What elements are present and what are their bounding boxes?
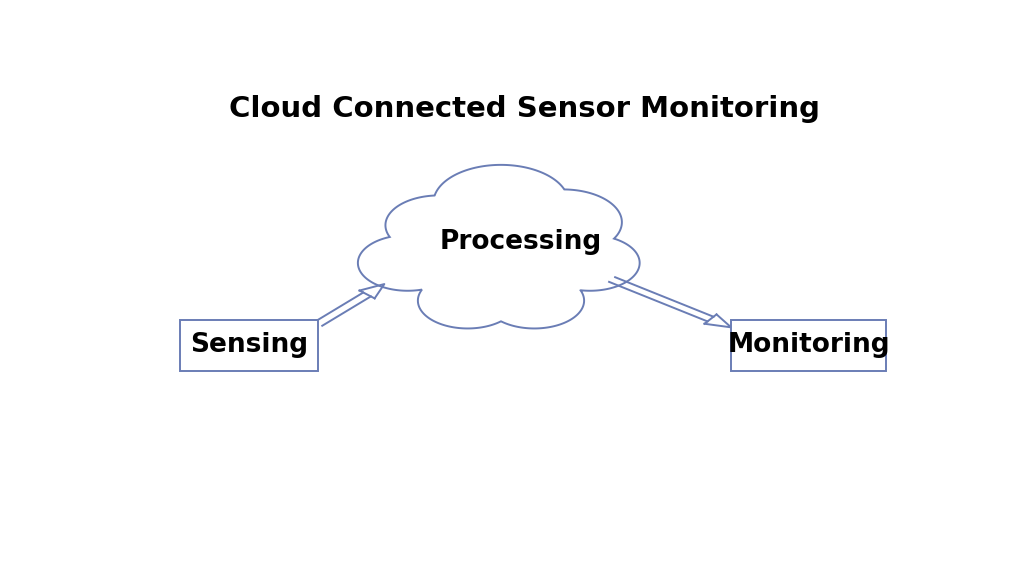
Text: Processing: Processing <box>439 229 602 255</box>
Text: Sensing: Sensing <box>190 332 308 358</box>
Bar <box>731 320 886 371</box>
Polygon shape <box>358 165 640 328</box>
Text: Cloud Connected Sensor Monitoring: Cloud Connected Sensor Monitoring <box>229 95 820 123</box>
Text: Monitoring: Monitoring <box>727 332 890 358</box>
Bar <box>179 320 318 371</box>
